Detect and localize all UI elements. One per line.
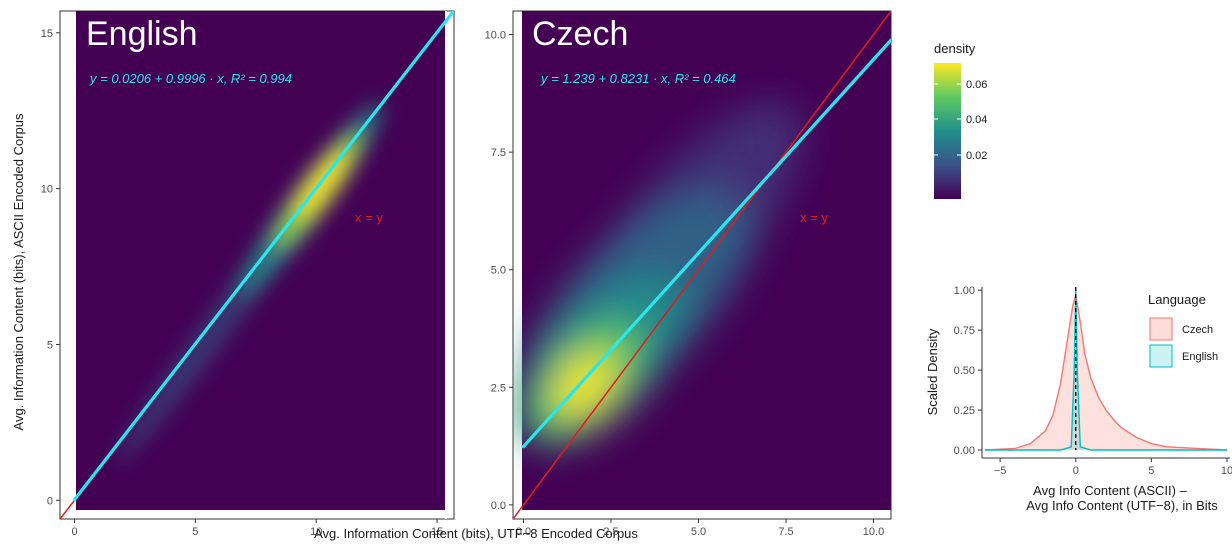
english-identity-label: x = y — [355, 210, 383, 225]
czech-y-tick-label: 5.0 — [491, 265, 506, 277]
inset-y-tick-label: 1.00 — [954, 285, 975, 297]
inset-x-tick-label: 5 — [1148, 465, 1154, 477]
language-legend: Language Czech English — [1148, 292, 1218, 368]
density-legend-title: density — [934, 41, 976, 56]
density-area-czech — [985, 294, 1227, 451]
density-line-czech — [984, 294, 1228, 451]
inset-y-tick-label: 0.00 — [954, 445, 975, 457]
legend-swatch-czech — [1149, 317, 1173, 341]
english-panel: English y = 0.0206 + 0.9996 · x, R² = 0.… — [41, 10, 455, 538]
czech-fit-line — [521, 38, 891, 449]
english-y-tick-label: 15 — [41, 28, 53, 40]
legend-label-czech: Czech — [1182, 324, 1213, 336]
legend-swatch-english — [1149, 344, 1173, 368]
legend-label-english: English — [1182, 351, 1218, 363]
english-y-tick-label: 0 — [47, 495, 53, 507]
inset-x-tick-label: −5 — [994, 465, 1007, 477]
inset-x-tick-label: 10 — [1221, 465, 1232, 477]
czech-density-cloud — [513, 101, 803, 447]
czech-x-tick-label: 2.5 — [603, 526, 618, 538]
english-fit-equation: y = 0.0206 + 0.9996 · x, R² = 0.994 — [89, 71, 292, 86]
english-x-tick-label: 5 — [192, 526, 198, 538]
english-x-tick-label: 0 — [71, 526, 77, 538]
inset-x-axis-title-line2: Avg Info Content (UTF−8), in Bits — [1026, 498, 1218, 513]
czech-identity-line — [513, 11, 891, 519]
inset-y-axis-title: Scaled Density — [925, 328, 940, 415]
czech-fit-equation: y = 1.239 + 0.8231 · x, R² = 0.464 — [540, 71, 736, 86]
inset-x-tick-label: 0 — [1073, 465, 1079, 477]
english-panel-title: English — [86, 15, 198, 53]
czech-y-tick-label: 10.0 — [485, 30, 506, 42]
czech-y-tick-label: 2.5 — [491, 382, 506, 394]
english-y-tick-label: 5 — [47, 339, 53, 351]
density-legend: density 0.06 0.04 0.02 — [934, 41, 987, 199]
shared-y-axis-title: Avg. Information Content (bits), ASCII E… — [11, 113, 26, 430]
czech-x-tick-label: 0.0 — [516, 526, 531, 538]
english-x-tick-label: 15 — [431, 526, 443, 538]
difference-density-plot: −5 0 5 10 0.00 0.25 0.50 0.75 1.00 Scaled Densit… — [925, 285, 1232, 513]
inset-x-axis-title-line1: Avg Info Content (ASCII) – — [1033, 483, 1187, 498]
shared-x-axis-title: Avg. Information Content (bits), UTF−8 E… — [314, 526, 638, 541]
czech-x-tick-label: 7.5 — [778, 526, 793, 538]
inset-y-tick-label: 0.25 — [954, 405, 975, 417]
english-x-tick-label: 10 — [310, 526, 322, 538]
czech-identity-label: x = y — [800, 210, 828, 225]
density-tick-label: 0.04 — [966, 114, 987, 126]
czech-panel: Czech y = 1.239 + 0.8231 · x, R² = 0.464… — [485, 10, 892, 538]
czech-y-tick-label: 0.0 — [491, 500, 506, 512]
english-y-tick-label: 10 — [41, 184, 53, 196]
inset-y-tick-label: 0.75 — [954, 325, 975, 337]
inset-y-tick-label: 0.50 — [954, 365, 975, 377]
czech-x-tick-label: 5.0 — [691, 526, 706, 538]
density-tick-label: 0.02 — [966, 150, 987, 162]
czech-panel-title: Czech — [532, 15, 628, 53]
english-fit-line — [72, 11, 454, 502]
density-colorbar — [934, 63, 961, 199]
czech-x-tick-label: 10.0 — [863, 526, 884, 538]
language-legend-title: Language — [1148, 292, 1206, 307]
czech-y-tick-label: 7.5 — [491, 147, 506, 159]
density-tick-label: 0.06 — [966, 79, 987, 91]
